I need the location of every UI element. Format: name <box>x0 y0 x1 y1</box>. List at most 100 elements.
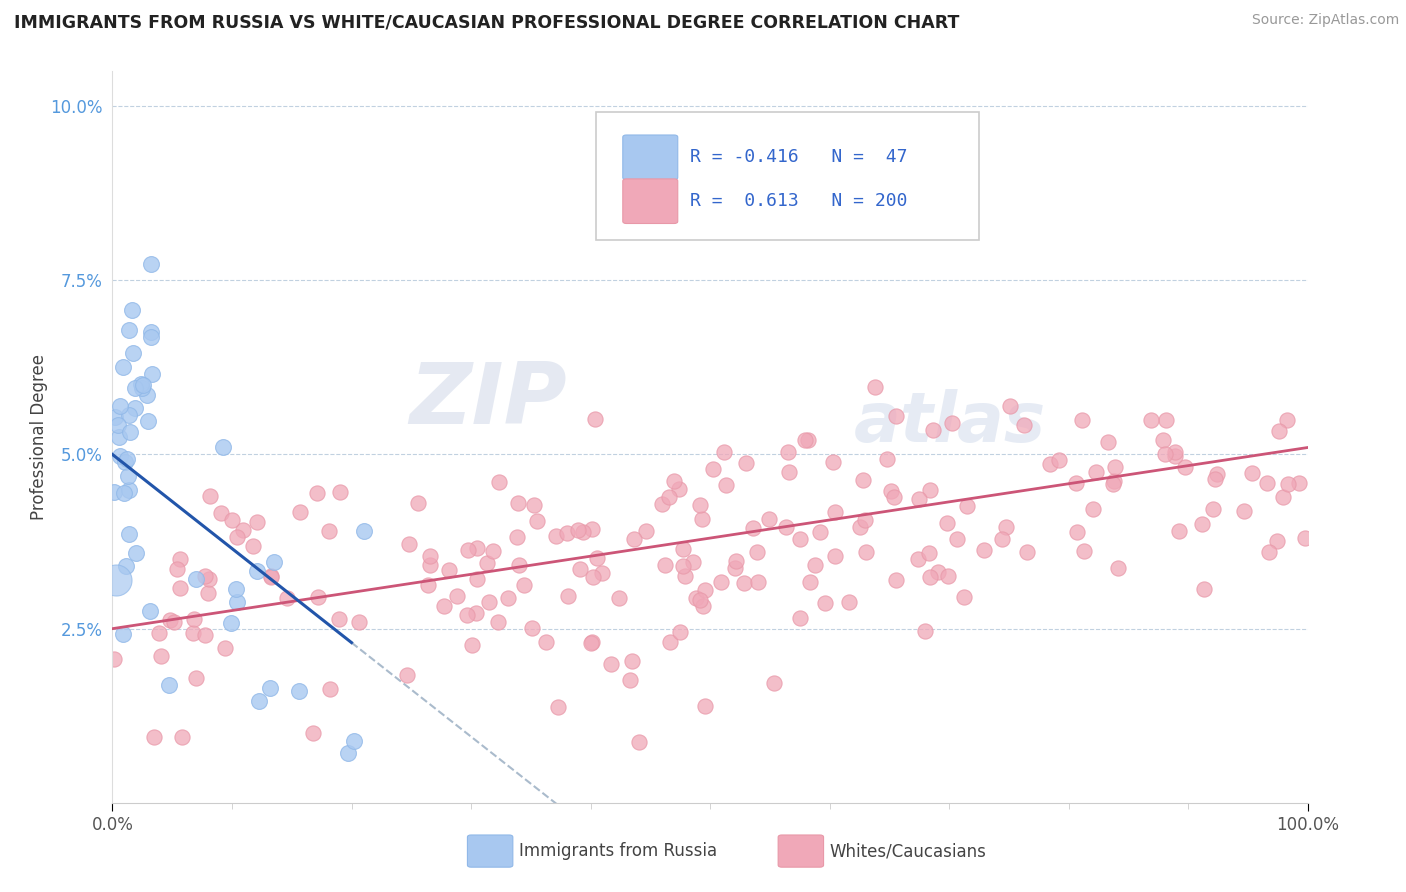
Point <box>105 573 128 587</box>
Point <box>534 634 557 648</box>
Point <box>685 591 707 606</box>
Point <box>246 515 269 529</box>
Point <box>419 558 441 572</box>
Point <box>936 569 959 583</box>
Point <box>259 681 281 696</box>
Point <box>804 558 827 573</box>
Point <box>1066 524 1088 539</box>
Point <box>555 526 578 541</box>
Point <box>486 615 509 629</box>
Point <box>118 527 141 541</box>
Point <box>758 512 780 526</box>
Point <box>124 381 146 395</box>
Point <box>741 520 763 534</box>
Point <box>724 561 747 575</box>
Text: atlas: atlas <box>853 389 1046 456</box>
Point <box>129 376 152 391</box>
Point <box>125 546 148 560</box>
Point <box>914 624 936 638</box>
Point <box>824 505 846 519</box>
Point <box>456 608 478 623</box>
Point <box>583 411 606 425</box>
Point <box>520 621 543 635</box>
Point <box>198 489 221 503</box>
Point <box>1201 501 1223 516</box>
Point <box>157 678 180 692</box>
Point <box>814 596 837 610</box>
Point <box>671 558 693 573</box>
Point <box>142 730 165 744</box>
Point <box>219 616 242 631</box>
Point <box>159 613 181 627</box>
Point <box>778 465 800 479</box>
Point <box>884 409 907 423</box>
Point <box>569 562 592 576</box>
Point <box>734 456 756 470</box>
Point <box>1017 545 1039 559</box>
Point <box>693 699 716 714</box>
Point <box>214 640 236 655</box>
Point <box>115 558 138 573</box>
Point <box>329 485 352 500</box>
Point <box>318 524 340 538</box>
Point <box>1174 460 1197 475</box>
Point <box>118 408 141 422</box>
Point <box>353 524 375 538</box>
Point <box>481 544 503 558</box>
Point <box>855 545 877 559</box>
Point <box>591 566 613 581</box>
Point <box>579 636 602 650</box>
Point <box>672 541 695 556</box>
Text: Source: ZipAtlas.com: Source: ZipAtlas.com <box>1251 13 1399 28</box>
Point <box>668 624 690 639</box>
Point <box>1288 476 1310 491</box>
Point <box>148 626 170 640</box>
Point <box>658 490 681 504</box>
Point <box>184 672 207 686</box>
Point <box>488 475 510 490</box>
Point <box>433 599 456 614</box>
Point <box>799 574 821 589</box>
Point <box>118 322 141 336</box>
Point <box>114 455 136 469</box>
Point <box>853 513 876 527</box>
Point <box>118 425 141 439</box>
Point <box>209 506 232 520</box>
Point <box>1102 477 1125 491</box>
Point <box>194 569 217 583</box>
Point <box>619 673 641 687</box>
Point <box>136 413 159 427</box>
Point <box>197 586 219 600</box>
Point <box>651 497 673 511</box>
Point <box>927 565 949 579</box>
FancyBboxPatch shape <box>623 179 678 224</box>
Point <box>710 574 733 589</box>
Point <box>1107 561 1129 575</box>
Point <box>1204 472 1226 486</box>
Point <box>880 484 903 499</box>
Point <box>328 612 350 626</box>
Point <box>107 429 129 443</box>
Point <box>460 638 482 652</box>
Point <box>121 303 143 318</box>
Point <box>506 531 529 545</box>
Point <box>907 551 929 566</box>
Point <box>419 549 441 564</box>
Text: Immigrants from Russia: Immigrants from Russia <box>519 842 717 860</box>
Point <box>921 423 943 437</box>
Point <box>567 524 589 538</box>
Point <box>169 552 191 566</box>
Point <box>973 542 995 557</box>
Point <box>197 572 219 586</box>
Point <box>496 591 519 605</box>
Point <box>582 570 605 584</box>
Point <box>1066 475 1088 490</box>
Text: R =  0.613   N = 200: R = 0.613 N = 200 <box>690 192 907 210</box>
Text: R = -0.416   N =  47: R = -0.416 N = 47 <box>690 148 907 166</box>
Point <box>263 555 285 569</box>
Point <box>307 590 329 604</box>
Point <box>166 562 188 576</box>
Point <box>169 581 191 595</box>
Point <box>225 582 247 597</box>
Point <box>991 532 1014 546</box>
